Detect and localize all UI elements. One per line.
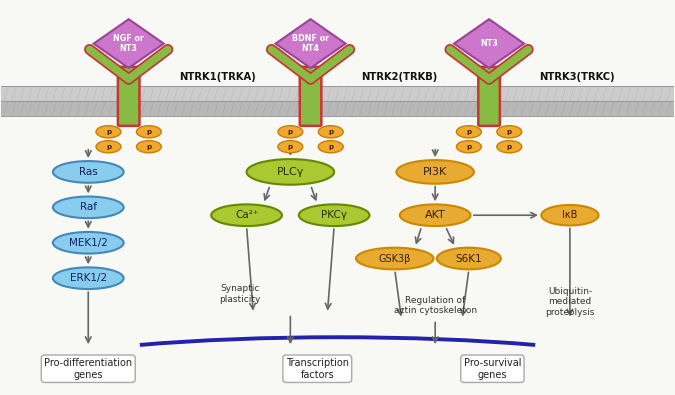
Text: NGF or
NT3: NGF or NT3 [113, 34, 144, 53]
Ellipse shape [246, 159, 334, 185]
Text: PKCγ: PKCγ [321, 210, 347, 220]
Ellipse shape [356, 248, 433, 269]
Text: p: p [328, 129, 333, 135]
Ellipse shape [211, 204, 282, 226]
Ellipse shape [53, 232, 124, 254]
Text: IκB: IκB [562, 210, 578, 220]
Text: p: p [288, 144, 293, 150]
Polygon shape [275, 19, 346, 68]
Ellipse shape [400, 204, 470, 226]
FancyBboxPatch shape [479, 67, 500, 126]
Text: BDNF or
NT4: BDNF or NT4 [292, 34, 329, 53]
Ellipse shape [96, 141, 121, 153]
Text: Pro-differentiation
genes: Pro-differentiation genes [44, 358, 132, 380]
Bar [1, 86, 674, 101]
Polygon shape [454, 19, 524, 68]
Ellipse shape [437, 248, 501, 269]
Text: p: p [106, 144, 111, 150]
Text: p: p [466, 144, 471, 150]
Ellipse shape [278, 141, 303, 153]
Ellipse shape [136, 141, 161, 153]
Text: GSK3β: GSK3β [379, 254, 411, 263]
Ellipse shape [299, 204, 369, 226]
Text: S6K1: S6K1 [456, 254, 482, 263]
Text: PLCγ: PLCγ [277, 167, 304, 177]
Polygon shape [94, 19, 164, 68]
Ellipse shape [456, 141, 481, 153]
Text: Pro-survival
genes: Pro-survival genes [464, 358, 521, 380]
Ellipse shape [136, 126, 161, 138]
Ellipse shape [319, 141, 343, 153]
Text: p: p [106, 129, 111, 135]
Ellipse shape [319, 126, 343, 138]
Text: ERK1/2: ERK1/2 [70, 273, 107, 283]
Ellipse shape [497, 126, 522, 138]
Ellipse shape [278, 126, 303, 138]
Ellipse shape [96, 126, 121, 138]
Ellipse shape [456, 126, 481, 138]
FancyBboxPatch shape [300, 67, 321, 126]
Text: NTRK1(TRKA): NTRK1(TRKA) [179, 72, 256, 83]
Bar [1, 101, 674, 116]
Text: p: p [288, 129, 293, 135]
Text: NTRK3(TRKC): NTRK3(TRKC) [539, 72, 615, 83]
FancyBboxPatch shape [118, 67, 140, 126]
Text: p: p [466, 129, 471, 135]
Text: Ca²⁺: Ca²⁺ [235, 210, 259, 220]
Text: Transcription
factors: Transcription factors [286, 358, 349, 380]
Ellipse shape [396, 160, 474, 184]
Ellipse shape [53, 161, 124, 183]
Text: Raf: Raf [80, 202, 97, 213]
Text: p: p [146, 129, 151, 135]
Text: Ubiquitin-
mediated
proteolysis: Ubiquitin- mediated proteolysis [545, 287, 595, 317]
Text: AKT: AKT [425, 210, 446, 220]
Text: Synaptic
plasticity: Synaptic plasticity [219, 284, 261, 304]
Text: p: p [146, 144, 151, 150]
Text: p: p [507, 129, 512, 135]
Ellipse shape [541, 205, 599, 226]
Text: Regulation of
actin cytoskeleton: Regulation of actin cytoskeleton [394, 296, 477, 316]
Text: Ras: Ras [79, 167, 98, 177]
Ellipse shape [497, 141, 522, 153]
Text: MEK1/2: MEK1/2 [69, 238, 108, 248]
Ellipse shape [53, 267, 124, 289]
Text: NT3: NT3 [480, 39, 498, 48]
Text: PI3K: PI3K [423, 167, 448, 177]
Text: p: p [328, 144, 333, 150]
Text: NTRK2(TRKB): NTRK2(TRKB) [361, 72, 437, 83]
Ellipse shape [53, 197, 124, 218]
Text: p: p [507, 144, 512, 150]
